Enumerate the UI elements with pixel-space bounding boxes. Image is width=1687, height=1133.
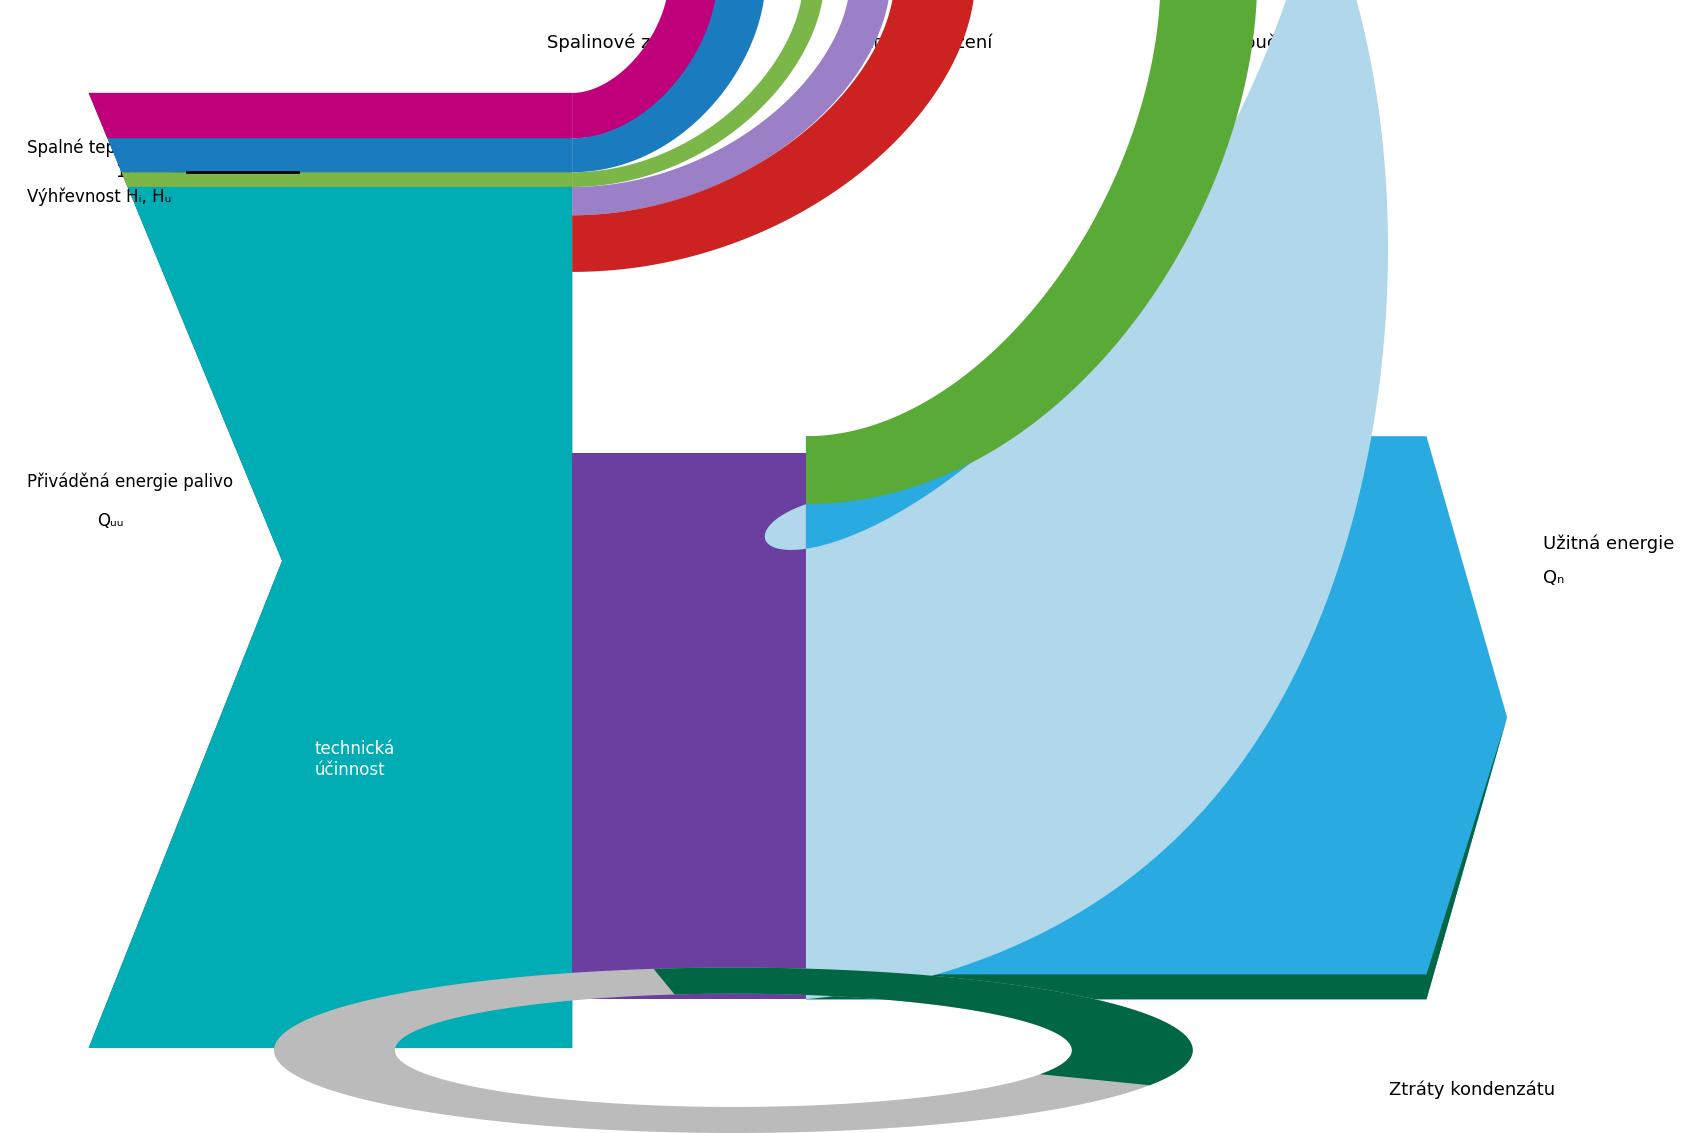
Text: Užitná energie: Užitná energie — [1542, 535, 1674, 553]
Polygon shape — [273, 968, 1193, 1133]
Polygon shape — [806, 0, 1257, 504]
Polygon shape — [89, 93, 572, 1048]
Polygon shape — [572, 0, 891, 215]
Polygon shape — [572, 0, 734, 138]
Text: Ztráty zařízení: Ztráty zařízení — [860, 34, 992, 52]
Polygon shape — [108, 138, 572, 172]
Polygon shape — [121, 172, 572, 187]
Text: Ztráty kondenzátu: Ztráty kondenzátu — [1390, 1081, 1555, 1099]
Polygon shape — [764, 0, 1388, 999]
Text: Stupeň
využití kotelny: Stupeň využití kotelny — [624, 655, 756, 693]
Polygon shape — [653, 968, 1193, 1085]
Polygon shape — [89, 187, 572, 1048]
Polygon shape — [572, 0, 766, 172]
Polygon shape — [806, 717, 1506, 999]
Polygon shape — [572, 0, 975, 272]
Text: Přiváděná energie palivo: Přiváděná energie palivo — [27, 472, 233, 491]
Text: Qᵤᵤ: Qᵤᵤ — [96, 512, 123, 530]
Polygon shape — [572, 453, 806, 999]
Polygon shape — [572, 0, 825, 187]
Text: Distribuční ztráty: Distribuční ztráty — [1196, 34, 1351, 52]
Text: Spalné teplo Hₛ, Hₒ: Spalné teplo Hₛ, Hₒ — [27, 138, 186, 156]
Polygon shape — [806, 436, 1506, 999]
Polygon shape — [89, 93, 572, 138]
Text: 100% —: 100% — — [116, 163, 186, 181]
Text: technická
účinnost: technická účinnost — [314, 740, 395, 778]
Text: Qₙ: Qₙ — [1542, 569, 1564, 587]
Text: Výhřevnost Hᵢ, Hᵤ: Výhřevnost Hᵢ, Hᵤ — [27, 188, 172, 206]
Text: Spalinové ztráty: Spalinové ztráty — [547, 34, 693, 52]
